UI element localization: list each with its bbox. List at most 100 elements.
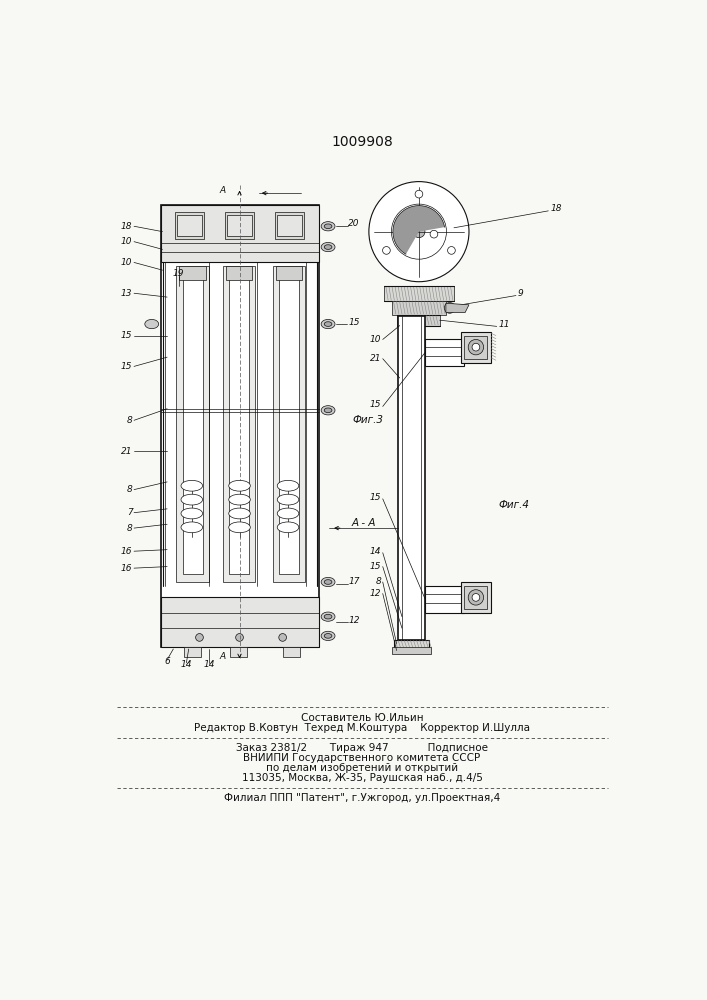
Text: 14: 14 [181,660,192,669]
Ellipse shape [325,614,332,619]
Bar [176,266,209,582]
Text: Филиал ППП "Патент", г.Ужгород, ул.Проектная,4: Филиал ППП "Патент", г.Ужгород, ул.Проек… [224,793,500,803]
Bar [223,266,255,582]
Bar [397,315,440,326]
Circle shape [369,182,469,282]
Text: 8: 8 [127,416,132,425]
Bar [227,215,252,235]
Text: 11: 11 [498,320,510,329]
Bar [392,301,446,315]
Bar [425,586,464,613]
Bar [177,215,201,235]
Bar [279,270,299,574]
Ellipse shape [181,522,203,533]
Circle shape [382,247,390,254]
Bar [425,339,464,366]
Bar [182,270,203,574]
Ellipse shape [229,508,250,519]
Ellipse shape [321,631,335,641]
Text: 15: 15 [348,318,360,327]
Bar [460,582,491,613]
Text: 18: 18 [550,204,562,213]
Ellipse shape [229,480,250,491]
Circle shape [472,343,480,351]
Ellipse shape [325,322,332,326]
Bar [230,647,247,657]
Text: 14: 14 [370,547,381,556]
Polygon shape [393,206,445,254]
Circle shape [444,302,455,313]
Text: 19: 19 [173,269,185,278]
Bar [229,270,249,574]
Ellipse shape [181,508,203,519]
Ellipse shape [321,222,335,231]
Ellipse shape [181,494,203,505]
Text: 1009908: 1009908 [331,135,393,149]
Bar [392,647,431,654]
Text: Фиг.3: Фиг.3 [352,415,383,425]
Text: 14: 14 [204,660,215,669]
Bar [184,647,201,657]
Text: 10: 10 [121,237,132,246]
Ellipse shape [325,224,332,229]
Text: 13: 13 [121,289,132,298]
Text: Редактор В.Ковтун  Техред М.Коштура    Корректор И.Шулла: Редактор В.Ковтун Техред М.Коштура Корре… [194,723,530,733]
Circle shape [196,634,204,641]
Text: 17: 17 [348,578,360,586]
Circle shape [472,594,480,601]
Text: 9: 9 [518,289,523,298]
Circle shape [468,339,484,355]
Ellipse shape [321,406,335,415]
Circle shape [415,190,423,198]
Bar [161,597,319,647]
Text: 15: 15 [370,562,381,571]
Text: 8: 8 [127,524,132,533]
Text: 10: 10 [370,335,381,344]
Ellipse shape [325,245,332,249]
Text: 15: 15 [370,493,381,502]
Bar [385,286,454,301]
Text: 15: 15 [121,362,132,371]
Bar [464,586,487,609]
Circle shape [448,247,455,254]
Text: 15: 15 [121,331,132,340]
Text: Заказ 2381/2       Тираж 947            Подписное: Заказ 2381/2 Тираж 947 Подписное [236,743,488,753]
Ellipse shape [145,319,158,329]
Ellipse shape [229,494,250,505]
Ellipse shape [321,242,335,252]
Bar [226,266,252,280]
Circle shape [430,230,438,238]
Text: 6: 6 [164,657,170,666]
Text: Фиг.4: Фиг.4 [498,500,530,510]
Ellipse shape [325,634,332,638]
Text: 10: 10 [121,258,132,267]
Circle shape [413,226,425,238]
Text: Составитель Ю.Ильин: Составитель Ю.Ильин [300,713,423,723]
Ellipse shape [321,612,335,621]
Ellipse shape [229,522,250,533]
Text: 7: 7 [127,508,132,517]
Bar [161,205,319,262]
Text: ВНИИПИ Государственного комитета СССР: ВНИИПИ Государственного комитета СССР [243,753,481,763]
Text: 21: 21 [121,447,132,456]
Text: 18: 18 [121,222,132,231]
Bar [275,212,304,239]
Bar [395,640,429,649]
Bar [180,266,206,280]
Text: 16: 16 [121,564,132,573]
Text: 8: 8 [375,578,381,586]
Bar [161,205,319,647]
Ellipse shape [325,580,332,584]
Text: 15: 15 [370,400,381,409]
Text: 113035, Москва, Ж-35, Раушская наб., д.4/5: 113035, Москва, Ж-35, Раушская наб., д.4… [242,773,482,783]
Circle shape [235,634,243,641]
Text: 8: 8 [127,485,132,494]
Bar [277,215,302,235]
Bar [460,332,491,363]
Circle shape [279,634,286,641]
Bar [464,336,487,359]
Bar [283,647,300,657]
Bar [175,212,204,239]
Text: по делам изобретений и открытий: по делам изобретений и открытий [266,763,458,773]
Text: 20: 20 [348,219,360,228]
